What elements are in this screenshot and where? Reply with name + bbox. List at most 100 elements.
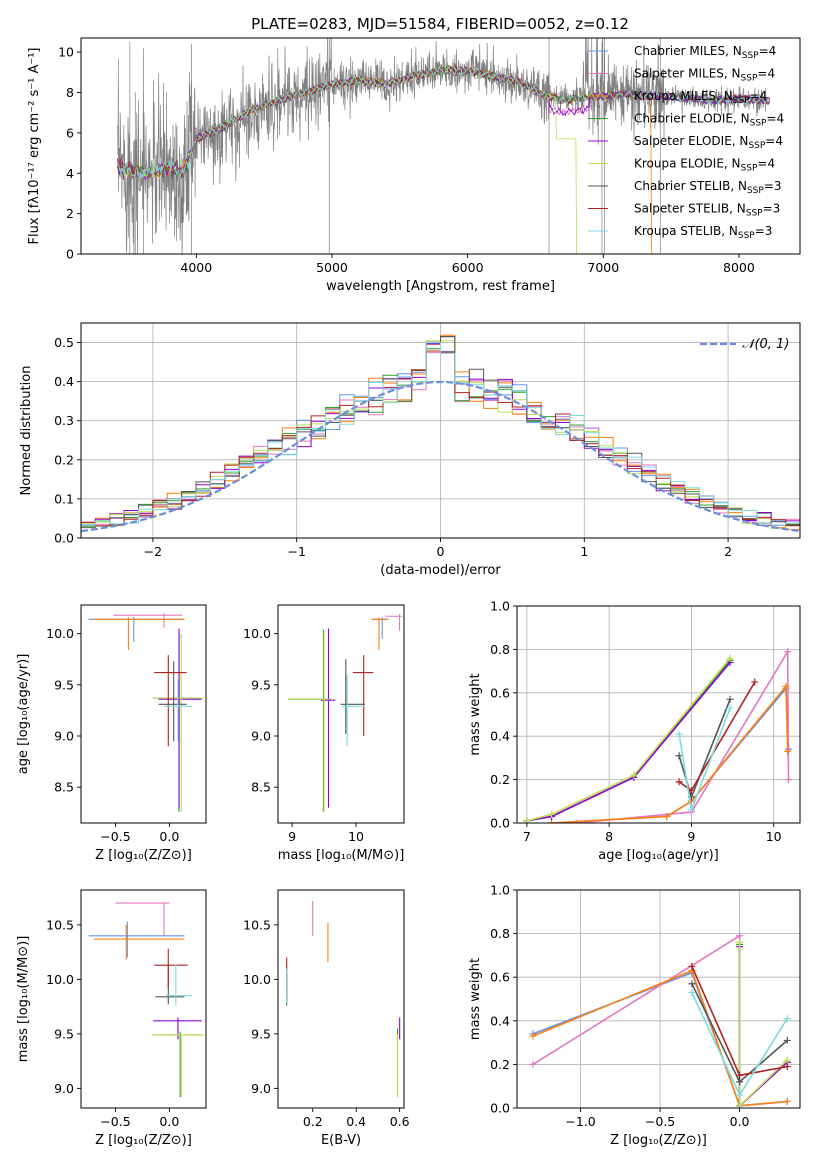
errorbar-point [385, 614, 403, 631]
mass-weight-marker [630, 771, 638, 779]
mass-weight-marker [736, 1071, 744, 1079]
y-tick-label: 1.0 [490, 599, 510, 614]
y-tick-label: 4 [66, 166, 74, 181]
mass-weight-marker [529, 1032, 537, 1040]
plot-residuals: −2 −1 0 1 2 0.0 0.1 0.2 0.3 0.4 0.5 (data-model)/er… [19, 322, 801, 578]
mass-weight-line [532, 969, 788, 1107]
legend-nssp-sub: SSP [741, 74, 758, 84]
x-tick-label: 9 [288, 829, 296, 844]
model-spectrum [117, 65, 770, 180]
mass-weight-marker [726, 704, 734, 712]
mass-weight-marker [784, 776, 792, 784]
axes-frame [516, 889, 801, 1109]
errorbar-point [341, 674, 365, 747]
mass-weight-series [675, 704, 734, 814]
legend-nssp-value: =4 [750, 89, 768, 103]
legend-nssp-value: =3 [755, 224, 773, 238]
x-tick-label: 5000 [316, 260, 348, 275]
legend-nssp-prefix: , N [724, 67, 741, 81]
mass-weight-line [526, 657, 731, 822]
legend-model-name: Chabrier STELIB [634, 179, 730, 193]
mass-weight-marker [548, 810, 556, 818]
legend-label: Chabrier STELIB, NSSP=3 [634, 179, 782, 196]
y-tick-label: 8 [66, 85, 74, 100]
y-tick-label: 6 [66, 125, 74, 140]
mass-weight-line [526, 661, 731, 822]
y-tick-label: 0.2 [54, 452, 74, 467]
x-tick-label: 2 [724, 544, 732, 559]
legend-entry: Kroupa STELIB, NSSP=3 [588, 224, 772, 241]
axes-frame [80, 604, 207, 824]
x-tick-label: 0.0 [159, 829, 179, 844]
legend-nssp-value: =3 [764, 179, 782, 193]
legend-entry: Chabrier STELIB, NSSP=3 [588, 179, 782, 196]
mass-weight-line [738, 944, 788, 1108]
legend-label: Chabrier MILES, NSSP=4 [634, 44, 776, 61]
x-tick-label: 0 [437, 544, 445, 559]
y-axis-label: mass weight [468, 958, 483, 1040]
mass-weight-marker [784, 747, 792, 755]
errorbar-point [113, 613, 183, 628]
mass-weight-marker [736, 1091, 744, 1099]
x-axis-label: mass [log₁₀(M/M⊙)] [278, 848, 405, 863]
x-tick-label: 0.6 [390, 1114, 410, 1129]
x-axis-label: age [log₁₀(age/yr)] [598, 848, 719, 863]
x-tick-label: 6000 [452, 260, 484, 275]
y-tick-label: 0.0 [490, 816, 510, 831]
mass-weight-marker [675, 778, 683, 786]
y-tick-label: 10 [58, 45, 74, 60]
legend-nssp-sub: SSP [747, 186, 764, 196]
errorbar-point [340, 659, 365, 734]
figure-title: PLATE=0283, MJD=51584, FIBERID=0052, z=0… [251, 15, 629, 33]
y-tick-label: 0.6 [490, 970, 510, 985]
y-tick-label: 8.5 [251, 780, 271, 795]
x-tick-label: 0.0 [159, 1114, 179, 1129]
plot-mass-vs-Z: −0.5 0.0 9.0 9.5 10.0 10.5 Z [log₁₀(Z/Z⊙)] mass… [16, 889, 207, 1148]
errorbar-point [372, 617, 389, 639]
y-axis-label: mass weight [468, 673, 483, 755]
mass-weight-series [736, 938, 791, 1108]
plot-area [529, 932, 791, 1108]
x-tick-label: 4000 [180, 260, 212, 275]
mass-weight-marker [751, 678, 759, 686]
mass-weight-series [523, 654, 734, 823]
errorbar-point [158, 628, 202, 808]
axes-frame [80, 889, 207, 1109]
legend-nssp-sub: SSP [742, 51, 759, 61]
y-tick-label: 0 [66, 247, 74, 262]
x-axis-label: (data-model)/error [380, 563, 501, 578]
x-axis-label: Z [log₁₀(Z/Z⊙)] [95, 848, 192, 863]
legend-model-name: Kroupa STELIB [634, 224, 721, 238]
mass-weight-marker [548, 819, 556, 823]
errorbar-point [153, 631, 201, 812]
model-spectrum [117, 65, 770, 180]
mass-weight-marker [784, 648, 792, 656]
y-tick-label: 10.0 [243, 626, 271, 641]
errorbar-point [352, 655, 374, 737]
mass-weight-marker [783, 1036, 791, 1044]
mass-weight-marker [687, 806, 695, 814]
mass-weight-marker [572, 819, 580, 823]
mass-weight-marker [736, 1078, 744, 1086]
legend-nssp-sub: SSP [741, 164, 758, 174]
plot-mass-vs-ebv: 0.2 0.4 0.6 9.0 9.5 10.0 10.5 E(B-V) [243, 889, 410, 1148]
plot-age-vs-mass: 9 10 8.5 9.0 9.5 10.0 mass [log₁₀(M/M⊙)] [243, 604, 405, 863]
plot-area [88, 902, 204, 1098]
x-axis-label: E(B-V) [321, 1133, 361, 1148]
y-tick-label: 8.5 [54, 780, 74, 795]
legend-label: Kroupa STELIB, NSSP=3 [634, 224, 772, 241]
legend-model-name: Chabrier ELODIE [634, 112, 733, 126]
y-tick-label: 0.1 [54, 491, 74, 506]
mass-weight-marker [783, 1015, 791, 1023]
plot-area [286, 900, 401, 1098]
y-tick-label: 0.3 [54, 413, 74, 428]
mass-weight-series [523, 658, 734, 823]
mass-weight-marker [663, 812, 671, 820]
mass-weight-marker [688, 980, 696, 988]
axes-frame [516, 605, 801, 824]
legend-nssp-sub: SSP [748, 141, 765, 151]
legend-nssp-value: =4 [759, 44, 777, 58]
y-tick-label: 9.0 [251, 729, 271, 744]
x-tick-label: 0.4 [346, 1114, 366, 1129]
y-tick-label: 0.4 [490, 1013, 510, 1028]
